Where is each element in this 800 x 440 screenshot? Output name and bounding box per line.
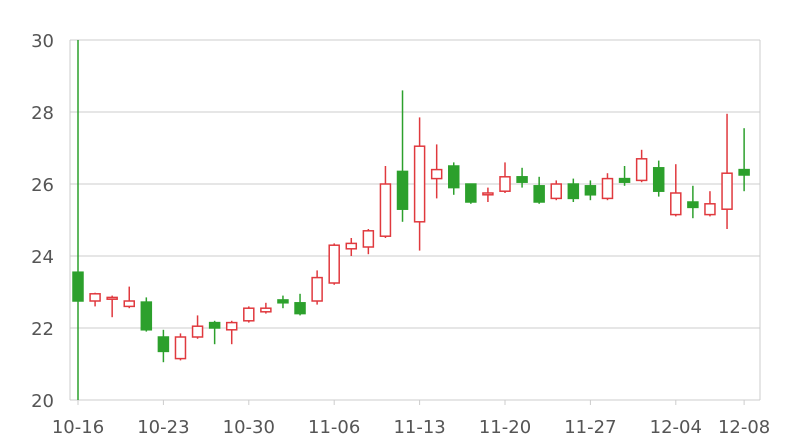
y-tick-label: 20 [31,391,54,412]
candle-body-up [311,276,323,302]
candle-body-down [465,183,477,203]
candle-body-up [174,336,187,360]
x-tick-label: 11-27 [564,417,616,438]
candle-body-up [601,177,614,200]
candle-body-down [533,185,545,203]
candle-body-down [72,271,84,302]
y-tick-label: 22 [31,319,54,340]
candle-body-up [345,242,358,250]
candle-body-down [448,165,460,189]
candle-body-down [208,321,221,329]
candle-body-up [379,183,392,237]
candle-body-up [123,300,135,308]
x-tick-label: 11-20 [479,417,531,438]
x-tick-label: 12-08 [718,417,770,438]
candle-body-up [243,307,255,322]
candle-body-down [687,201,699,209]
candle-body-up [362,230,375,248]
candle-body-down [157,336,170,353]
candle-body-up [328,244,340,284]
candle-body-down [652,167,665,192]
x-tick-label: 10-23 [137,417,189,438]
x-tick-label: 12-04 [650,417,702,438]
x-tick-label: 11-13 [393,417,445,438]
candle-body-down [140,301,153,331]
candle-body-down [294,302,306,315]
candle-body-up [260,307,272,313]
y-tick-label: 28 [31,103,54,124]
candle-body-up [704,203,716,216]
candle-body-down [396,170,409,210]
y-tick-label: 30 [31,31,54,52]
candle-body-up [635,158,648,182]
x-tick-label: 11-06 [308,417,360,438]
x-tick-label: 10-16 [52,417,104,438]
candle-body-up [670,192,682,216]
candle-body-up [430,168,443,180]
candle-body-up [499,176,511,192]
candle-body-down [618,177,631,183]
candle-body-up [225,321,238,331]
candle-body-up [482,192,494,196]
candle-body-up [550,183,562,200]
candle-body-up [191,325,204,338]
candle-body-down [567,183,580,200]
candle-body-down [516,176,528,183]
candle-body-down [738,168,750,176]
candle-body-up [721,172,733,210]
y-tick-label: 24 [31,247,54,268]
x-tick-label: 10-30 [223,417,275,438]
candle-body-down [584,185,597,196]
candle-body-down [277,299,289,304]
candle-body-up [413,145,426,223]
candle-body-up [106,296,118,300]
candle-body-up [89,293,101,302]
y-tick-label: 26 [31,175,54,196]
